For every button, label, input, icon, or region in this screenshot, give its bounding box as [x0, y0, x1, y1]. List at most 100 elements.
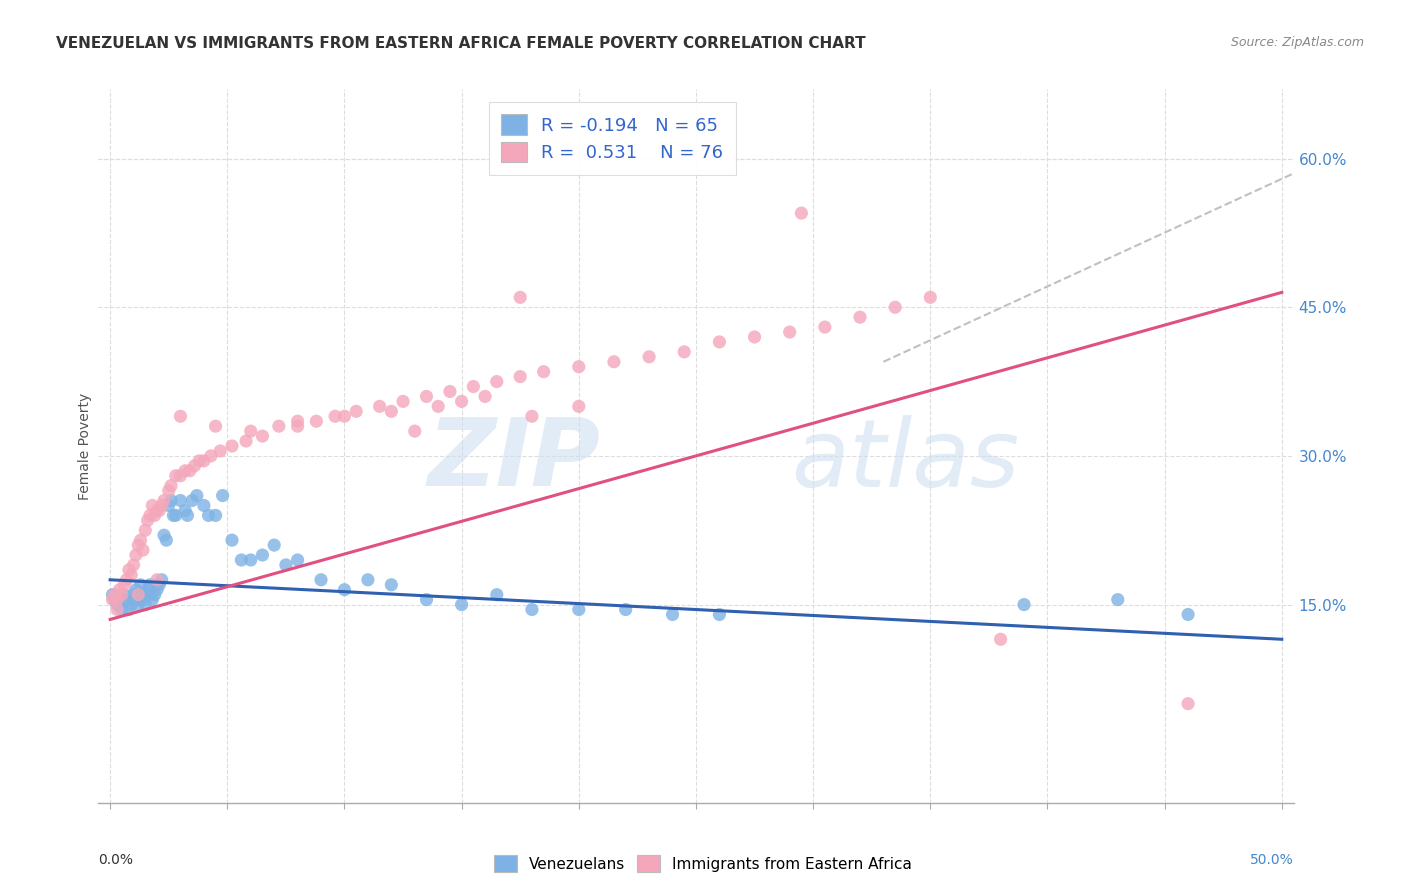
- Point: [333, 409, 356, 424]
- Point: [200, 449, 222, 463]
- Point: [614, 602, 637, 616]
- Point: [661, 607, 683, 622]
- Point: [153, 528, 176, 542]
- Point: [129, 588, 152, 602]
- Text: Source: ZipAtlas.com: Source: ZipAtlas.com: [1230, 36, 1364, 49]
- Point: [146, 582, 169, 597]
- Point: [120, 598, 142, 612]
- Point: [673, 344, 696, 359]
- Point: [287, 414, 309, 428]
- Point: [186, 489, 208, 503]
- Point: [204, 419, 226, 434]
- Point: [146, 503, 169, 517]
- Point: [174, 503, 197, 517]
- Point: [105, 592, 128, 607]
- Point: [204, 508, 226, 523]
- Point: [150, 499, 173, 513]
- Point: [141, 592, 163, 607]
- Point: [263, 538, 285, 552]
- Point: [252, 429, 274, 443]
- Point: [111, 588, 134, 602]
- Point: [485, 588, 508, 602]
- Point: [267, 419, 290, 434]
- Point: [309, 573, 332, 587]
- Point: [450, 598, 472, 612]
- Point: [415, 389, 437, 403]
- Point: [221, 533, 243, 548]
- Point: [132, 543, 155, 558]
- Point: [197, 508, 219, 523]
- Point: [790, 206, 813, 220]
- Point: [779, 325, 801, 339]
- Point: [305, 414, 328, 428]
- Point: [814, 320, 837, 334]
- Point: [122, 592, 145, 607]
- Point: [165, 508, 187, 523]
- Point: [136, 582, 159, 597]
- Point: [221, 439, 243, 453]
- Point: [127, 592, 149, 607]
- Point: [134, 598, 156, 612]
- Point: [111, 602, 134, 616]
- Point: [153, 493, 176, 508]
- Point: [127, 538, 149, 552]
- Point: [344, 404, 367, 418]
- Legend: Venezuelans, Immigrants from Eastern Africa: Venezuelans, Immigrants from Eastern Afr…: [486, 847, 920, 880]
- Point: [368, 400, 391, 414]
- Point: [134, 523, 156, 537]
- Point: [188, 454, 211, 468]
- Point: [183, 458, 205, 473]
- Point: [132, 592, 155, 607]
- Point: [231, 553, 253, 567]
- Point: [427, 400, 450, 414]
- Point: [155, 533, 177, 548]
- Point: [357, 573, 380, 587]
- Point: [129, 533, 152, 548]
- Text: atlas: atlas: [792, 415, 1019, 506]
- Point: [101, 592, 124, 607]
- Point: [125, 592, 148, 607]
- Point: [165, 468, 187, 483]
- Point: [209, 444, 232, 458]
- Point: [450, 394, 472, 409]
- Point: [274, 558, 297, 572]
- Point: [181, 493, 204, 508]
- Point: [104, 592, 127, 607]
- Point: [849, 310, 872, 325]
- Point: [157, 499, 180, 513]
- Point: [143, 588, 166, 602]
- Point: [380, 404, 402, 418]
- Point: [115, 592, 138, 607]
- Point: [125, 548, 148, 562]
- Point: [139, 508, 162, 523]
- Point: [709, 334, 731, 349]
- Point: [139, 588, 162, 602]
- Point: [333, 582, 356, 597]
- Point: [112, 588, 135, 602]
- Point: [160, 478, 183, 492]
- Point: [392, 394, 415, 409]
- Point: [568, 359, 591, 374]
- Point: [134, 588, 156, 602]
- Point: [108, 582, 131, 597]
- Point: [1107, 592, 1129, 607]
- Point: [1177, 607, 1199, 622]
- Point: [176, 508, 198, 523]
- Point: [136, 513, 159, 527]
- Point: [211, 489, 233, 503]
- Point: [568, 602, 591, 616]
- Point: [193, 454, 215, 468]
- Point: [118, 563, 141, 577]
- Point: [709, 607, 731, 622]
- Point: [439, 384, 461, 399]
- Point: [129, 578, 152, 592]
- Point: [125, 582, 148, 597]
- Point: [112, 578, 135, 592]
- Point: [118, 602, 141, 616]
- Point: [105, 598, 128, 612]
- Point: [160, 493, 183, 508]
- Point: [744, 330, 766, 344]
- Point: [143, 508, 166, 523]
- Point: [485, 375, 508, 389]
- Point: [533, 365, 555, 379]
